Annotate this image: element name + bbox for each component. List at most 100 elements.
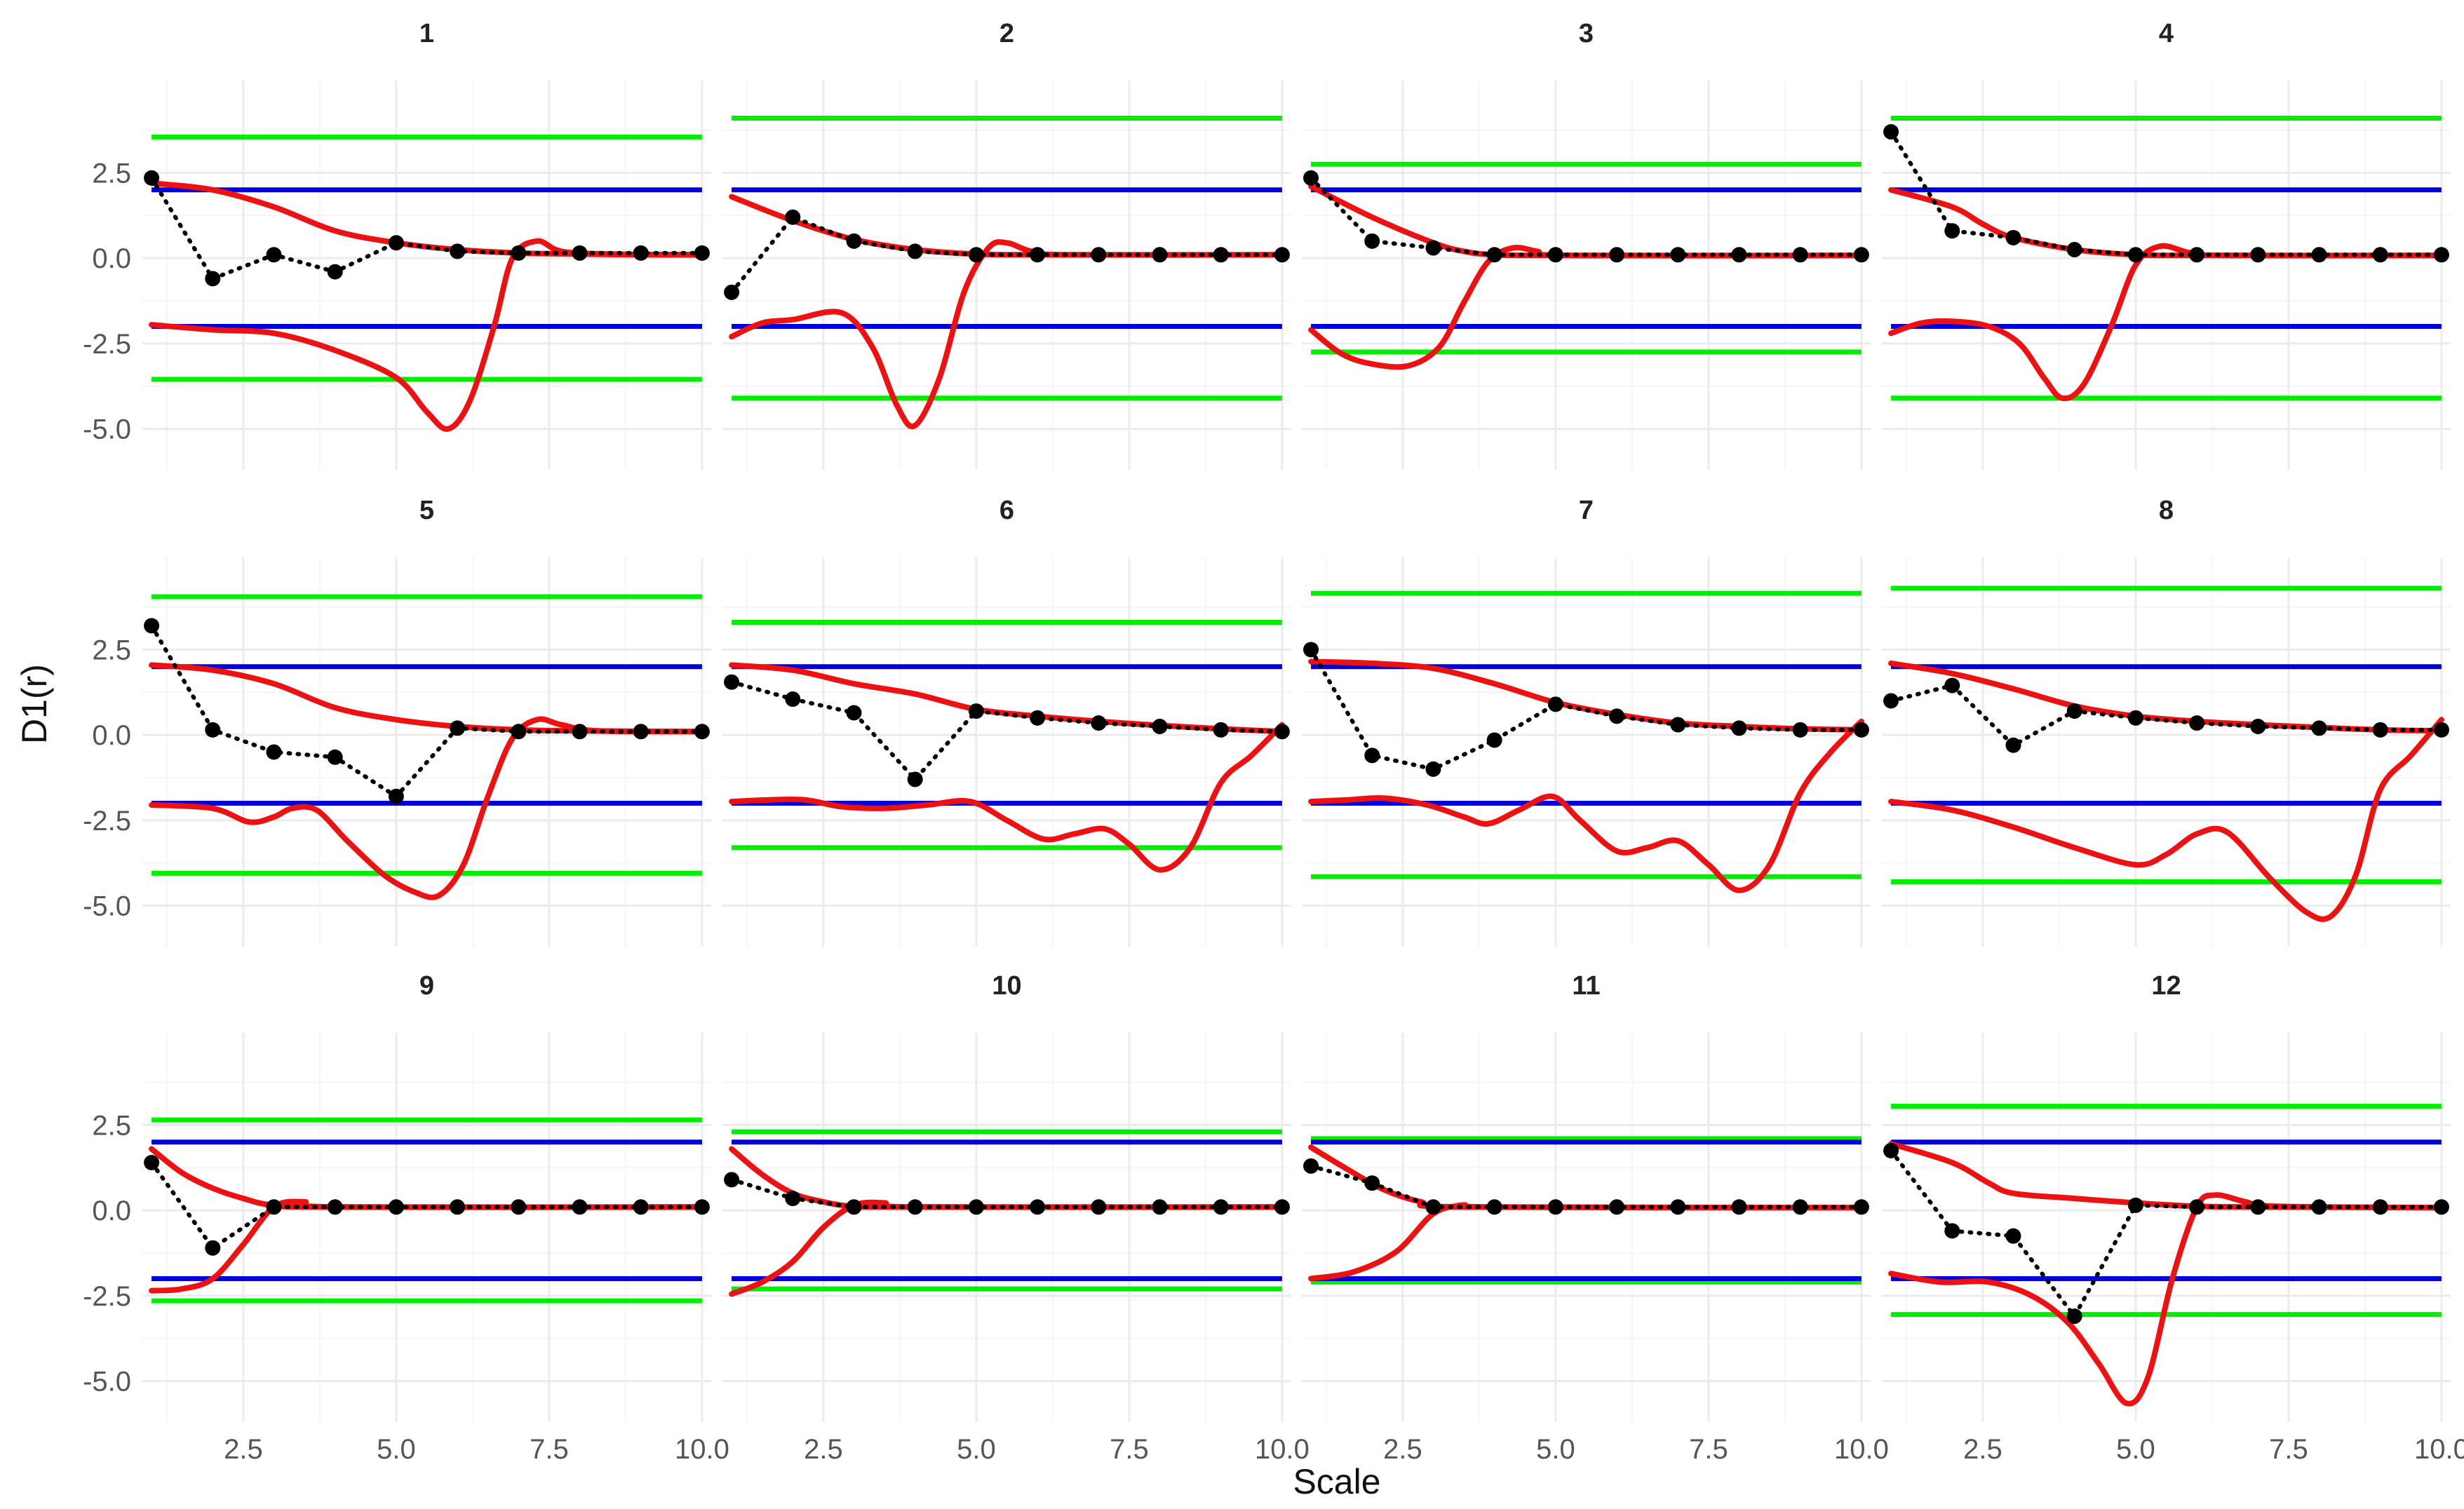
data-point — [1091, 715, 1107, 731]
data-point — [846, 233, 862, 249]
data-point — [2250, 247, 2266, 263]
dotted-connector — [149, 1160, 704, 1251]
x-tick-label: 7.5 — [530, 1434, 569, 1465]
data-point — [968, 247, 984, 263]
data-point — [2433, 1199, 2449, 1215]
data-point — [511, 724, 527, 740]
data-point — [1303, 170, 1319, 186]
data-point — [1731, 247, 1747, 263]
panel-strip-label: 1 — [419, 19, 434, 48]
data-point — [450, 243, 466, 259]
panel-strip-label: 2 — [999, 19, 1014, 48]
red-upper-curve — [149, 1146, 705, 1210]
data-point — [1883, 124, 1899, 140]
data-point — [1030, 247, 1046, 263]
data-point — [327, 264, 343, 280]
panel-strip-label: 7 — [1579, 496, 1594, 525]
panel-10: 10 2.5 5.0 7.5 10.0 — [722, 971, 1310, 1465]
y-tick-label: -5.0 — [83, 414, 131, 445]
data-point — [1486, 247, 1502, 263]
x-tick-label: 10.0 — [1255, 1434, 1310, 1465]
data-point — [1547, 247, 1563, 263]
panel-2: 2 — [722, 19, 1291, 470]
panel-4: 4 — [1882, 19, 2451, 470]
dotted-connector — [729, 1177, 1284, 1210]
x-tick-label: 2.5 — [1963, 1434, 2002, 1465]
x-tick-label: 7.5 — [2269, 1434, 2308, 1465]
data-point — [1213, 1199, 1229, 1215]
data-point — [1213, 247, 1229, 263]
data-point — [2005, 229, 2021, 245]
data-point — [724, 284, 740, 300]
data-point — [511, 1199, 527, 1215]
data-point — [633, 724, 649, 740]
x-tick-label: 10.0 — [675, 1434, 729, 1465]
y-tick-label: 2.5 — [92, 635, 131, 665]
x-tick-label: 5.0 — [957, 1434, 996, 1465]
data-point — [205, 722, 221, 738]
y-tick-label: 0.0 — [92, 720, 131, 751]
data-point — [511, 245, 527, 261]
data-point — [2433, 247, 2449, 263]
data-point — [724, 674, 740, 690]
data-point — [1303, 642, 1319, 658]
data-point — [1274, 247, 1290, 263]
panel-1: 1 2.5 0.0 -2.5 -5.0 — [83, 19, 711, 470]
data-point — [388, 788, 404, 804]
data-point — [388, 235, 404, 251]
panel-strip-label: 8 — [2159, 496, 2174, 525]
data-point — [1883, 693, 1899, 709]
data-point — [1213, 722, 1229, 738]
x-tick-label: 7.5 — [1110, 1434, 1149, 1465]
panel-6: 6 — [722, 496, 1291, 947]
panel-12: 12 2.5 5.0 7.5 10.0 — [1882, 971, 2464, 1465]
data-point — [1670, 247, 1686, 263]
data-point — [907, 771, 923, 787]
dotted-connector — [149, 175, 704, 282]
data-point — [144, 618, 160, 634]
red-lower-curve — [1888, 717, 2444, 922]
data-point — [1486, 732, 1502, 748]
data-point — [1425, 1199, 1441, 1215]
red-upper-curve — [149, 180, 705, 258]
data-point — [1547, 696, 1563, 712]
data-point — [785, 691, 801, 708]
x-tick-label: 10.0 — [2414, 1434, 2464, 1465]
data-point — [205, 271, 221, 287]
dotted-connector — [1889, 1149, 2444, 1320]
data-point — [1853, 1199, 1869, 1215]
data-point — [205, 1240, 221, 1256]
red-lower-curve — [149, 716, 705, 900]
data-point — [1609, 708, 1625, 724]
data-point — [968, 703, 984, 719]
data-point — [2127, 1197, 2143, 1213]
data-point — [2372, 247, 2388, 263]
dotted-connector — [1309, 647, 1864, 771]
data-point — [266, 247, 282, 263]
data-point — [1303, 1158, 1319, 1174]
panel-11: 11 2.5 5.0 7.5 10.0 — [1302, 971, 1889, 1465]
data-point — [572, 724, 588, 740]
data-point — [2005, 737, 2021, 753]
dotted-connector — [729, 215, 1284, 295]
data-point — [2127, 710, 2143, 726]
data-point — [1609, 247, 1625, 263]
data-point — [144, 170, 160, 186]
panel-strip-label: 9 — [419, 971, 434, 1001]
data-point — [572, 1199, 588, 1215]
x-tick-label: 2.5 — [224, 1434, 263, 1465]
data-point — [1091, 1199, 1107, 1215]
data-point — [1274, 724, 1290, 740]
data-point — [1425, 240, 1441, 256]
red-lower-curve — [1888, 243, 2444, 402]
data-point — [2066, 1308, 2082, 1325]
panel-strip-label: 6 — [999, 496, 1014, 525]
data-point — [1883, 1142, 1899, 1158]
red-upper-curve — [1308, 658, 1864, 733]
y-tick-label: -2.5 — [83, 1281, 131, 1312]
x-tick-label: 10.0 — [1834, 1434, 1889, 1465]
y-tick-label: 0.0 — [92, 243, 131, 274]
x-tick-label: 2.5 — [1383, 1434, 1422, 1465]
red-lower-curve — [729, 722, 1285, 873]
data-point — [846, 705, 862, 721]
